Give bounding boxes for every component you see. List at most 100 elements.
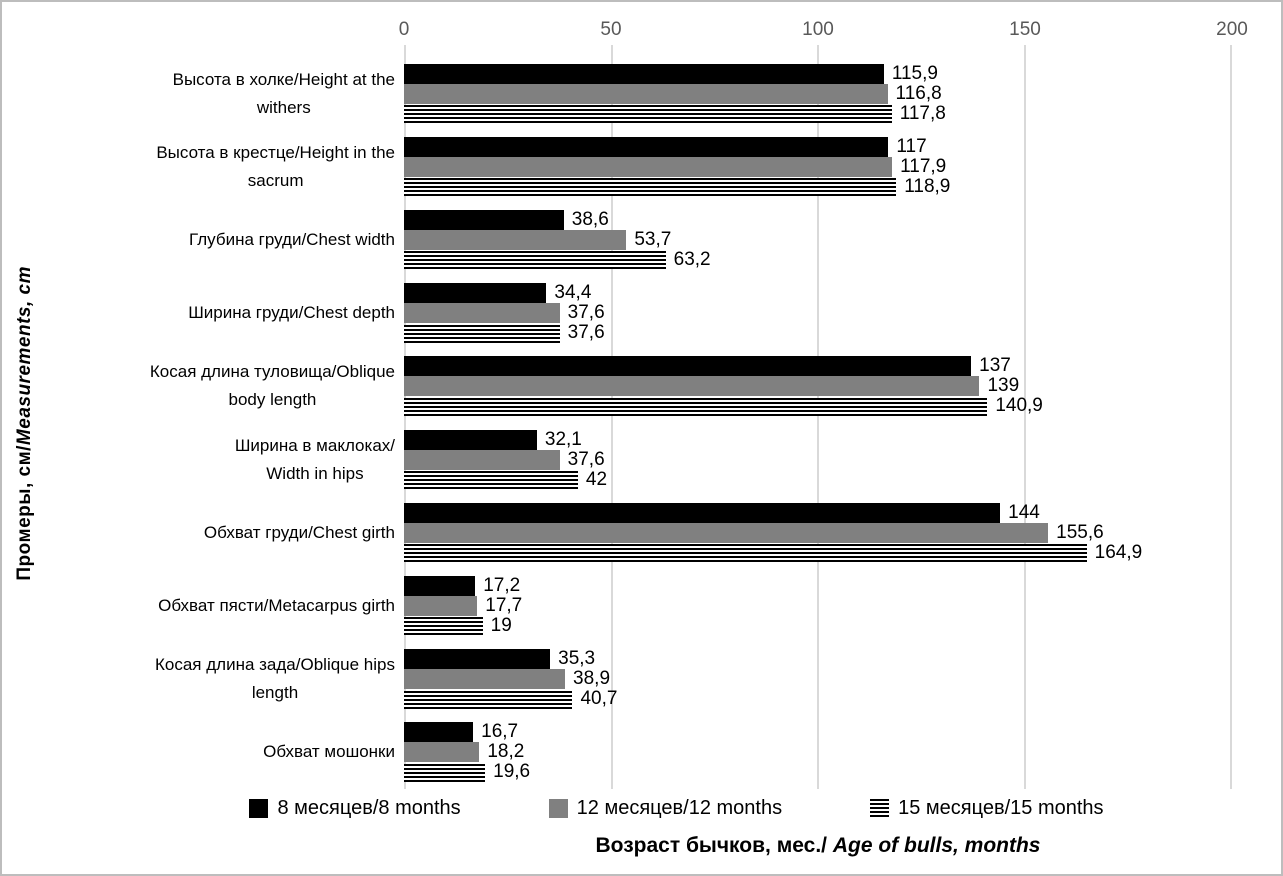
bar-line: 139 bbox=[404, 376, 1232, 397]
category-label-cell: Высота в холке/Height at the withers bbox=[48, 57, 404, 130]
bar-line: 155,6 bbox=[404, 521, 1232, 543]
bar-line: 19 bbox=[404, 615, 1232, 636]
bar-line: 32,1 bbox=[404, 428, 1232, 450]
category-label: Обхват пясти/Metacarpus girth bbox=[158, 595, 395, 615]
value-label: 38,6 bbox=[571, 208, 609, 230]
legend-item-8-months: 8 месяцев/8 months bbox=[249, 797, 461, 820]
bar-series3-cat2 bbox=[404, 178, 897, 197]
value-label: 17,2 bbox=[483, 574, 521, 596]
bar-group: 16,7 18,2 19,6 bbox=[404, 715, 1232, 789]
category-row-10: Обхват мошонки 16,7 18,2 19,6 bbox=[48, 715, 1281, 789]
bar-line: 37,6 bbox=[404, 323, 1232, 343]
value-label: 155,6 bbox=[1056, 521, 1104, 543]
bar-group: 38,6 53,7 63,2 bbox=[404, 203, 1232, 277]
legend-label-15-months: 15 месяцев/15 months bbox=[898, 797, 1104, 820]
x-tick-50: 50 bbox=[600, 19, 622, 40]
bar-group: 115,9 116,8 117,8 bbox=[404, 57, 1232, 131]
value-label: 53,7 bbox=[634, 228, 672, 250]
x-axis-ticks: 0 50 100 150 200 bbox=[399, 10, 1248, 57]
y-axis-title-en: Measurements, cm bbox=[14, 265, 35, 445]
value-label: 118,9 bbox=[904, 175, 951, 197]
category-label: Ширина груди/Chest depth bbox=[188, 303, 395, 323]
bar-line: 117 bbox=[404, 135, 1232, 157]
bar-line: 117,9 bbox=[404, 156, 1232, 177]
x-tick-0: 0 bbox=[398, 19, 410, 40]
bar-series2-cat9 bbox=[404, 669, 566, 690]
value-label: 37,6 bbox=[567, 302, 605, 324]
bar-line: 115,9 bbox=[404, 62, 1232, 84]
value-label: 18,2 bbox=[487, 741, 525, 763]
bar-series1-cat6 bbox=[404, 429, 537, 450]
bar-line: 37,6 bbox=[404, 302, 1232, 324]
value-label: 32,1 bbox=[544, 428, 582, 450]
value-label: 37,6 bbox=[567, 448, 605, 470]
category-label: Косая длина туловища/Oblique body length bbox=[149, 362, 395, 410]
bar-series3-cat5 bbox=[404, 397, 988, 416]
value-label: 35,3 bbox=[558, 648, 596, 670]
value-label: 144 bbox=[1008, 501, 1040, 523]
category-row-8: Обхват пясти/Metacarpus girth 17,2 17,7 19 bbox=[48, 569, 1281, 643]
value-label: 63,2 bbox=[673, 248, 711, 270]
x-tick-200: 200 bbox=[1216, 19, 1248, 40]
category-label-cell: Обхват мошонки bbox=[48, 716, 404, 789]
bar-group: 34,4 37,6 37,6 bbox=[404, 276, 1232, 350]
value-label: 42 bbox=[585, 468, 608, 490]
bar-series3-cat4 bbox=[404, 324, 560, 343]
bar-series1-cat10 bbox=[404, 722, 474, 743]
value-label: 17,7 bbox=[485, 594, 523, 616]
value-label: 34,4 bbox=[554, 282, 592, 304]
plot-rows: Высота в холке/Height at the withers 115,… bbox=[48, 57, 1281, 789]
bar-line: 38,6 bbox=[404, 208, 1232, 230]
x-axis-title-ru: Возраст бычков, мес./ bbox=[595, 833, 833, 857]
bar-line: 17,7 bbox=[404, 594, 1232, 616]
bar-series3-cat10 bbox=[404, 763, 486, 782]
value-label: 37,6 bbox=[567, 322, 605, 344]
bar-series1-cat3 bbox=[404, 209, 564, 230]
legend-swatch-black-icon bbox=[249, 799, 269, 819]
value-label: 115,9 bbox=[891, 62, 938, 84]
value-label: 16,7 bbox=[481, 721, 519, 743]
plot-area: Промеры, см/Measurements, cm Высота в хо… bbox=[2, 57, 1281, 789]
legend-swatch-gray-icon bbox=[548, 799, 568, 819]
bar-line: 116,8 bbox=[404, 82, 1232, 104]
bar-line: 38,9 bbox=[404, 669, 1232, 690]
bar-series1-cat1 bbox=[404, 63, 884, 84]
bar-series1-cat8 bbox=[404, 575, 476, 596]
bar-series1-cat4 bbox=[404, 283, 547, 304]
x-tick-150: 150 bbox=[1009, 19, 1041, 40]
bar-series2-cat3 bbox=[404, 229, 627, 250]
category-label-cell: Косая длина зада/Oblique hips length bbox=[48, 643, 404, 716]
bar-series3-cat9 bbox=[404, 690, 573, 709]
bar-line: 40,7 bbox=[404, 689, 1232, 709]
category-label-cell: Обхват груди/Chest girth bbox=[48, 496, 404, 569]
value-label: 140,9 bbox=[995, 395, 1043, 417]
bar-group: 35,3 38,9 40,7 bbox=[404, 642, 1232, 716]
category-label-cell: Глубина груди/Chest width bbox=[48, 203, 404, 276]
legend: 8 месяцев/8 months 12 месяцев/12 months … bbox=[72, 789, 1281, 829]
category-label-cell: Ширина в маклоках/ Width in hips bbox=[48, 423, 404, 496]
category-row-2: Высота в крестце/Height in the sacrum 117… bbox=[48, 130, 1281, 204]
bar-line: 37,6 bbox=[404, 448, 1232, 470]
bar-group: 144 155,6 164,9 bbox=[404, 496, 1232, 570]
category-label-cell: Ширина груди/Chest depth bbox=[48, 277, 404, 350]
bar-series2-cat7 bbox=[404, 522, 1049, 543]
legend-item-12-months: 12 месяцев/12 months bbox=[548, 797, 783, 820]
legend-label-12-months: 12 месяцев/12 months bbox=[576, 797, 783, 820]
category-label: Глубина груди/Chest width bbox=[188, 229, 395, 249]
category-label: Высота в крестце/Height in the sacrum bbox=[156, 142, 395, 190]
x-axis-title-en: Age of bulls, months bbox=[832, 833, 1041, 857]
bar-series2-cat2 bbox=[404, 156, 893, 177]
value-label: 19,6 bbox=[493, 761, 531, 783]
bar-group: 17,2 17,7 19 bbox=[404, 569, 1232, 643]
category-label-cell: Обхват пясти/Metacarpus girth bbox=[48, 569, 404, 642]
bar-series1-cat2 bbox=[404, 136, 889, 157]
y-axis-title-ru: Промеры, см/ bbox=[14, 444, 35, 581]
bar-line: 144 bbox=[404, 501, 1232, 523]
value-label: 117 bbox=[896, 135, 927, 157]
x-tick-100: 100 bbox=[802, 19, 834, 40]
category-row-1: Высота в холке/Height at the withers 115,… bbox=[48, 57, 1281, 131]
value-label: 116,8 bbox=[895, 82, 942, 104]
bar-group: 117 117,9 118,9 bbox=[404, 130, 1232, 204]
bar-line: 17,2 bbox=[404, 574, 1232, 596]
